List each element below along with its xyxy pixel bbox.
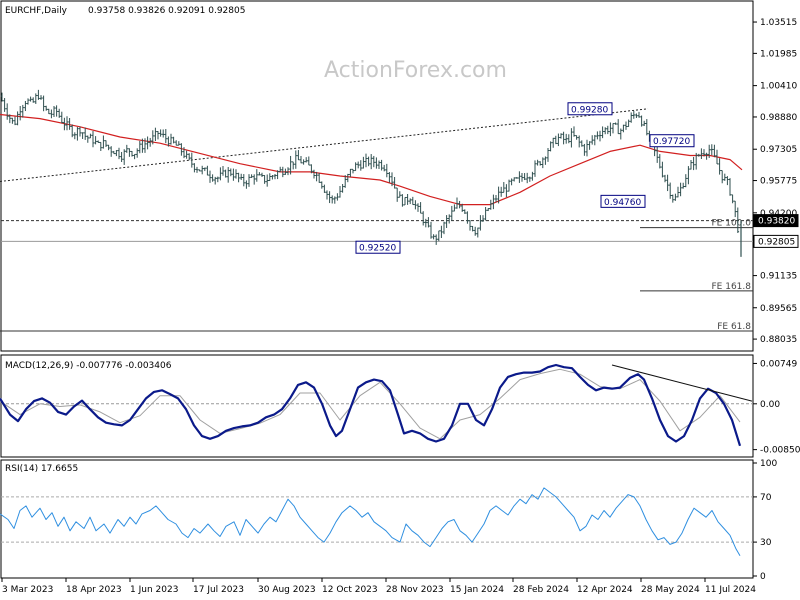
price-tick-label: 0.98880 — [760, 113, 797, 123]
price-annotations: 0.99280 0.97720 0.94760 0.92520 — [355, 102, 695, 254]
macd-trendline — [611, 364, 753, 402]
chart-header: EURCHF,Daily 0.93758 0.93826 0.92091 0.9… — [5, 6, 245, 16]
macd-tick-label: 0.00749 — [760, 359, 797, 369]
macd-tick-label: 0.00 — [760, 400, 780, 410]
fibonacci-label: FE 61.8 — [717, 322, 751, 332]
x-tick-label: 3 Mar 2023 — [2, 585, 53, 595]
price-tick-label: 0.95775 — [760, 177, 797, 187]
price-hline-box — [753, 234, 799, 248]
x-tick-label: 30 Aug 2023 — [258, 585, 316, 595]
price-axis: 1.03515 1.01985 1.00410 0.98880 0.97305 0.957… — [753, 18, 799, 345]
moving-average-line — [0, 113, 743, 206]
price-tick-label: 0.91135 — [760, 272, 797, 282]
rsi-line — [0, 487, 741, 556]
rsi-panel-frame — [0, 459, 754, 579]
rsi-lines — [0, 487, 753, 556]
x-axis: 3 Mar 2023 18 Apr 2023 1 Jun 2023 17 Jul 20… — [1, 578, 756, 595]
price-tick-label: 1.03515 — [760, 18, 797, 28]
x-tick-label: 15 Jan 2024 — [450, 585, 504, 595]
x-tick-label: 18 Apr 2023 — [66, 585, 122, 595]
price-tick-label: 0.94200 — [760, 209, 797, 219]
rsi-title: RSI(14) 17.6655 — [5, 464, 78, 474]
x-tick-label: 12 Oct 2023 — [322, 585, 378, 595]
fibonacci-label: FE 100.0 — [712, 219, 752, 229]
price-annotation-label: 0.92520 — [359, 244, 396, 254]
price-annotation-label: 0.94760 — [604, 198, 641, 208]
x-tick-label: 1 Jun 2023 — [130, 585, 178, 595]
rsi-tick-label: 30 — [760, 538, 772, 548]
macd-title: MACD(12,26,9) -0.007776 -0.003406 — [5, 361, 172, 371]
fibonacci-label: FE 161.8 — [712, 282, 752, 292]
header-ohlc: 0.93758 0.93826 0.92091 0.92805 — [88, 6, 245, 16]
x-tick-label: 28 Feb 2024 — [513, 585, 569, 595]
price-annotation-label: 0.97720 — [653, 137, 690, 147]
price-annotation-label: 0.99280 — [571, 105, 608, 115]
macd-panel-frame — [0, 354, 754, 458]
price-annotation-box — [649, 134, 695, 148]
x-tick-label: 17 Jul 2023 — [193, 585, 244, 595]
price-tick-label: 0.89565 — [760, 304, 797, 314]
price-annotation-box — [567, 102, 613, 116]
macd-tick-label: -0.008502 — [760, 446, 800, 456]
macd-lines — [0, 363, 753, 447]
rsi-tick-label: 100 — [760, 459, 777, 469]
x-tick-label: 12 Apr 2024 — [577, 585, 633, 595]
macd-line — [0, 363, 742, 447]
price-hline-box — [753, 214, 799, 228]
watermark: ActionForex.com — [324, 58, 507, 83]
macd-axis: 0.00749 0.00 -0.008502 — [753, 359, 800, 456]
price-tick-label: 1.01985 — [760, 49, 797, 59]
x-tick-label: 28 May 2024 — [641, 585, 700, 595]
x-tick-label: 28 Nov 2023 — [386, 585, 444, 595]
rsi-tick-label: 0 — [760, 572, 766, 582]
rsi-axis: 100 70 30 0 — [753, 459, 777, 582]
price-panel-frame — [0, 0, 754, 352]
price-hline-label: 0.92805 — [758, 237, 795, 247]
price-bars — [0, 89, 742, 257]
price-tick-label: 0.88035 — [760, 335, 797, 345]
price-tick-label: 0.97305 — [760, 145, 797, 155]
price-tick-label: 1.00410 — [760, 82, 797, 92]
price-trendline — [0, 108, 649, 182]
price-lines: FE 100.0 FE 161.8 FE 61.8 — [0, 108, 753, 332]
price-annotation-box — [600, 194, 646, 208]
header-symbol: EURCHF,Daily — [5, 6, 68, 16]
price-annotation-box — [355, 240, 401, 254]
x-tick-label: 11 Jul 2024 — [705, 585, 756, 595]
price-hline-label: 0.93820 — [758, 217, 795, 227]
rsi-tick-label: 70 — [760, 493, 772, 503]
